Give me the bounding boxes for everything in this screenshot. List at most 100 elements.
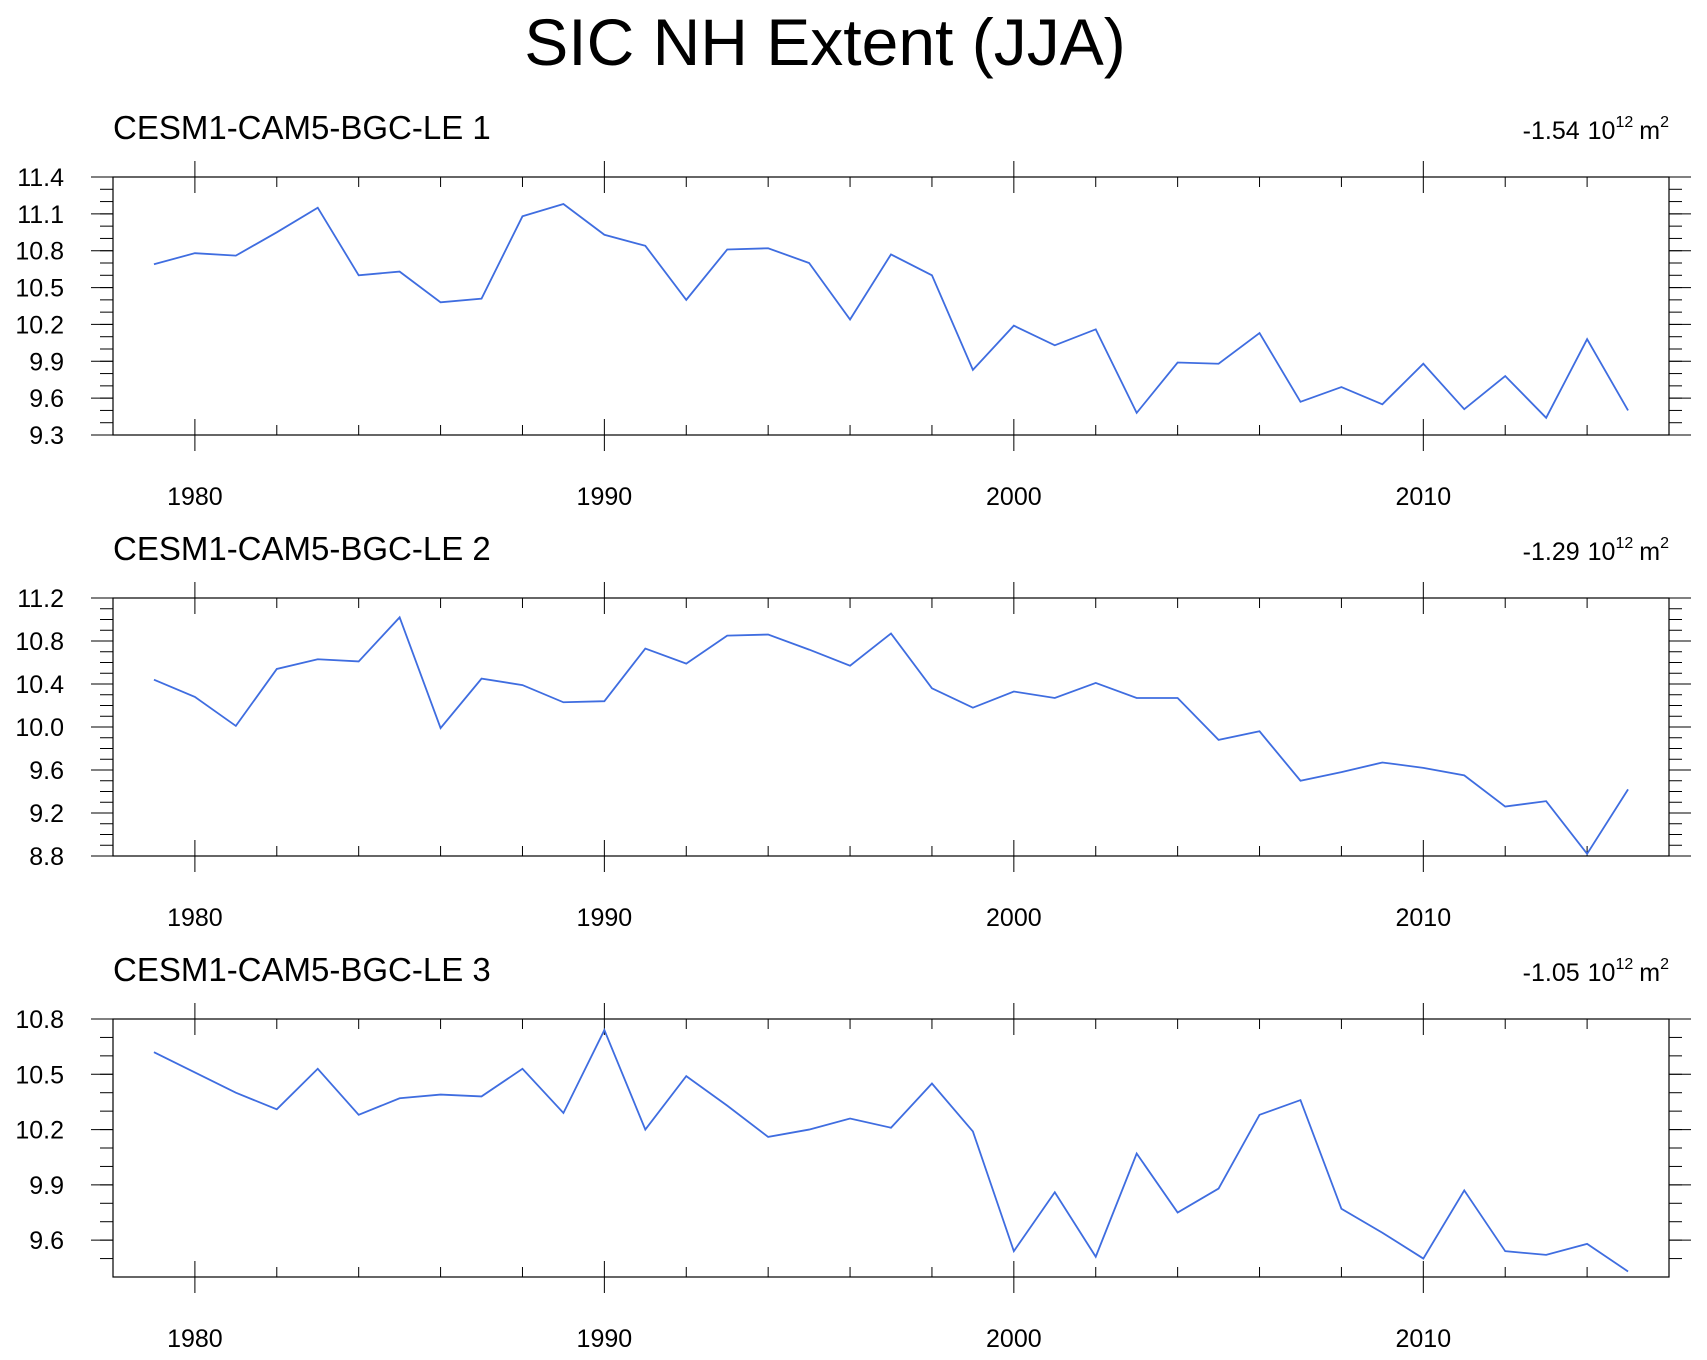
trend-value: -1.29 (1523, 538, 1580, 566)
data-point (480, 297, 484, 301)
data-point (1217, 1187, 1221, 1191)
trend-unit-exponent: 12 (1615, 114, 1633, 131)
trend-unit-squared: 2 (1660, 114, 1669, 131)
trend-unit-base: 10 (1588, 538, 1616, 566)
data-point (684, 662, 688, 666)
y-tick-label: 9.2 (29, 800, 64, 828)
data-point (971, 706, 975, 710)
x-tick-label: 1990 (577, 904, 633, 932)
data-point (807, 648, 811, 652)
chart-panel-1: CESM1-CAM5-BGC-LE 1 -1.54 1012 m2 1980 1990 20… (15, 109, 1691, 511)
data-point (316, 206, 320, 210)
data-point (1339, 385, 1343, 389)
data-point (1380, 1231, 1384, 1235)
data-point (725, 247, 729, 251)
data-point (152, 1050, 156, 1054)
data-point (275, 1107, 279, 1111)
data-point (1503, 1249, 1507, 1253)
data-point (1462, 1188, 1466, 1192)
data-point (643, 244, 647, 248)
data-point (1503, 374, 1507, 378)
data-point (152, 262, 156, 266)
data-point (193, 695, 197, 699)
x-tick-label: 1980 (167, 1325, 223, 1353)
data-point (930, 273, 934, 277)
data-point (1217, 362, 1221, 366)
data-point (1503, 805, 1507, 809)
data-point (1380, 402, 1384, 406)
y-tick-label: 10.8 (15, 238, 64, 266)
data-point (1421, 1257, 1425, 1261)
data-point (561, 700, 565, 704)
y-tick-label: 11.4 (17, 164, 64, 192)
plot-frame (112, 176, 1670, 436)
data-point (848, 664, 852, 668)
plot-frame (112, 1018, 1670, 1278)
data-point (1298, 400, 1302, 404)
trend-value: -1.54 (1523, 117, 1580, 145)
y-tick-label: 10.5 (15, 275, 64, 303)
y-tick-label: 10.2 (15, 1117, 64, 1145)
data-point (1094, 681, 1098, 685)
data-point (766, 246, 770, 250)
data-point (1421, 362, 1425, 366)
x-tick-label: 2000 (986, 904, 1042, 932)
chart-panel-2: CESM1-CAM5-BGC-LE 2 -1.29 1012 m2 1980 1990 20… (15, 530, 1691, 932)
data-point (1585, 852, 1589, 856)
data-point (1258, 1113, 1262, 1117)
y-tick-label: 9.6 (29, 385, 64, 413)
y-tick-label: 8.8 (29, 843, 64, 871)
data-point (1544, 1253, 1548, 1257)
y-tick-label: 9.6 (29, 757, 64, 785)
x-tick-label: 2010 (1396, 904, 1452, 932)
y-tick-label: 11.1 (17, 201, 64, 229)
plot-frame (112, 597, 1670, 857)
trend-unit: m (1639, 538, 1660, 566)
data-point (889, 631, 893, 635)
data-point (561, 202, 565, 206)
data-point (1626, 1269, 1630, 1273)
data-point (1012, 324, 1016, 328)
x-tick-label: 1990 (577, 1325, 633, 1353)
data-point (1298, 779, 1302, 783)
x-tick-label: 1980 (167, 904, 223, 932)
data-point (561, 1111, 565, 1115)
data-point (1135, 1152, 1139, 1156)
data-point (439, 300, 443, 304)
data-point (480, 677, 484, 681)
data-point (848, 1117, 852, 1121)
data-point (1339, 770, 1343, 774)
y-tick-label: 9.6 (29, 1227, 64, 1255)
trend-unit-squared: 2 (1660, 956, 1669, 973)
data-point (1544, 416, 1548, 420)
data-point (848, 318, 852, 322)
y-tick-label: 10.4 (15, 671, 64, 699)
data-point (234, 254, 238, 258)
figure-title: SIC NH Extent (JJA) (524, 5, 1125, 79)
data-point (275, 667, 279, 671)
data-point (971, 1129, 975, 1133)
data-point (1585, 1242, 1589, 1246)
data-point (1217, 738, 1221, 742)
y-tick-label: 10.2 (15, 311, 64, 339)
data-point (1339, 1207, 1343, 1211)
data-point (1135, 696, 1139, 700)
panel-subtitle: CESM1-CAM5-BGC-LE 2 (113, 530, 491, 567)
x-tick-label: 1980 (167, 483, 223, 511)
data-point (1380, 760, 1384, 764)
data-point (1258, 331, 1262, 335)
data-point (807, 261, 811, 265)
trend-unit-base: 10 (1588, 117, 1616, 145)
data-point (1176, 361, 1180, 365)
data-point (357, 659, 361, 663)
data-point (1462, 773, 1466, 777)
data-point (234, 1091, 238, 1095)
data-point (1585, 337, 1589, 341)
y-tick-label: 10.8 (15, 628, 64, 656)
data-point (602, 1028, 606, 1032)
panel-subtitle: CESM1-CAM5-BGC-LE 3 (113, 951, 491, 988)
data-point (520, 214, 524, 218)
data-point (643, 1128, 647, 1132)
